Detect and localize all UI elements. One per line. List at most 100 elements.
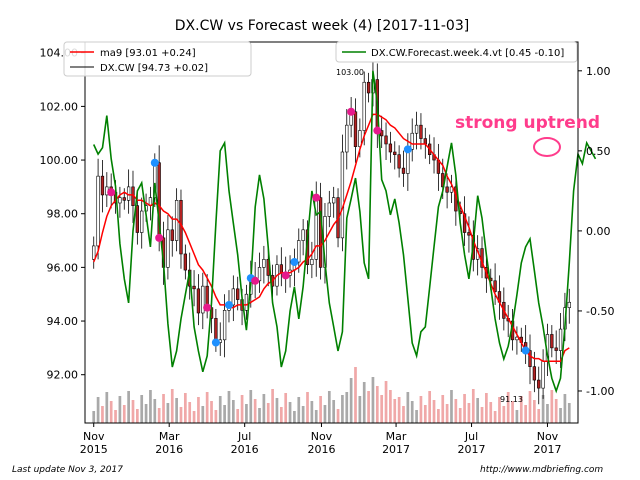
right-tick-label: -1.00	[586, 385, 614, 398]
x-tick-label-month: Mar	[159, 430, 180, 443]
candle-body	[201, 285, 205, 314]
candle-body	[318, 197, 323, 268]
candle-body	[122, 197, 126, 201]
sell-signal-marker	[373, 126, 382, 135]
volume-bar	[358, 396, 362, 423]
volume-bar	[96, 397, 100, 423]
volume-bar	[467, 403, 471, 423]
volume-bar	[314, 410, 318, 423]
candle-body	[414, 124, 419, 134]
volume-bar	[415, 410, 418, 423]
volume-bar	[345, 392, 349, 423]
forecast-line	[92, 70, 597, 394]
candle-body	[166, 229, 170, 268]
volume-bar	[166, 403, 170, 423]
volume-bar	[258, 408, 261, 423]
legend-left-box	[63, 41, 252, 77]
volume-bar	[227, 391, 231, 423]
volume-bar	[275, 398, 279, 423]
volume-bar	[109, 401, 113, 423]
candle-body	[384, 135, 388, 145]
candle-body	[118, 197, 122, 204]
candle-body	[567, 301, 571, 308]
legend-left: ma9 [93.01 +0.24] DX.CW [94.73 +0.02]	[63, 41, 252, 77]
sell-signal-marker	[312, 193, 321, 202]
legend-forecast-label: DX.CW.Forecast.week.4.vt [0.45 -0.10]	[371, 48, 564, 59]
volume-bar	[118, 396, 122, 423]
volume-bar	[114, 410, 117, 423]
volume-bar	[127, 391, 130, 423]
volume-bar	[140, 395, 144, 423]
right-tick-label: 0.50	[586, 145, 611, 158]
buy-signal-marker	[403, 145, 412, 154]
volume-bar	[506, 392, 510, 423]
volume-bar	[310, 401, 314, 423]
volume-bar	[402, 406, 405, 423]
volume-bar	[450, 390, 453, 423]
candle-body	[393, 151, 397, 155]
volume-bar	[471, 389, 475, 423]
volume-bar	[92, 411, 96, 423]
x-tick-label-month: Nov	[83, 430, 105, 443]
volume-bar	[249, 390, 253, 423]
candle-body	[366, 81, 371, 94]
volume-bar	[371, 377, 375, 423]
volume-bar	[419, 396, 423, 423]
candle-body	[192, 285, 196, 290]
volume-bar	[101, 406, 104, 423]
candle-body	[353, 111, 358, 147]
volume-bar	[362, 382, 366, 423]
x-tick-label-month: Jul	[464, 430, 478, 443]
x-tick-label-year: 2016	[307, 443, 335, 456]
x-tick-label-year: 2017	[382, 443, 410, 456]
legend-price-label: DX.CW [94.73 +0.02]	[100, 63, 208, 74]
volume-bar	[498, 397, 501, 423]
volume-bar	[389, 390, 392, 423]
candle-body	[362, 81, 366, 131]
candle-body	[550, 334, 554, 349]
buy-signal-marker	[150, 158, 159, 167]
candle-body	[244, 293, 249, 311]
volume-bar	[537, 409, 541, 423]
volume-bar	[105, 392, 109, 423]
volume-bar	[563, 394, 567, 423]
volume-bar	[423, 405, 427, 423]
candle-body	[222, 310, 227, 341]
volume-bar	[406, 392, 410, 423]
volume-bar	[192, 411, 196, 423]
x-tick-label-year: 2017	[533, 443, 561, 456]
volume-bar	[306, 392, 309, 423]
volume-bar	[533, 400, 536, 423]
volume-bar	[410, 401, 414, 423]
volume-bar	[375, 386, 379, 423]
volume-bar	[210, 401, 213, 423]
volume-bar	[432, 400, 436, 423]
volume-bar	[458, 408, 462, 423]
candle-body	[100, 175, 105, 196]
x-axis: Nov2015Mar2016Jul2016Nov2016Mar2017Jul20…	[80, 423, 561, 456]
candle-body	[301, 229, 305, 241]
plot-frame	[84, 41, 579, 424]
volume-bar	[323, 405, 327, 423]
left-tick-label: 102.00	[40, 100, 79, 113]
volume-bar	[541, 395, 545, 423]
legend-right-box	[335, 41, 578, 63]
candle-body	[257, 267, 262, 282]
candle-body	[388, 143, 393, 153]
candle-body	[96, 175, 100, 247]
volume-bar	[437, 409, 440, 423]
buy-signal-marker	[211, 338, 220, 347]
volume-bar	[336, 409, 340, 423]
volume-bar	[157, 408, 161, 423]
x-tick-label-month: Mar	[386, 430, 407, 443]
candle-body	[92, 245, 96, 260]
left-tick-label: 100.00	[40, 154, 79, 167]
volume-bar	[332, 400, 336, 423]
candle-body	[135, 205, 140, 233]
sell-signal-marker	[347, 107, 356, 116]
volume-bar	[253, 399, 257, 423]
volume-bar	[136, 409, 139, 423]
right-tick-label: -0.50	[586, 305, 614, 318]
volume-bar	[367, 391, 370, 423]
